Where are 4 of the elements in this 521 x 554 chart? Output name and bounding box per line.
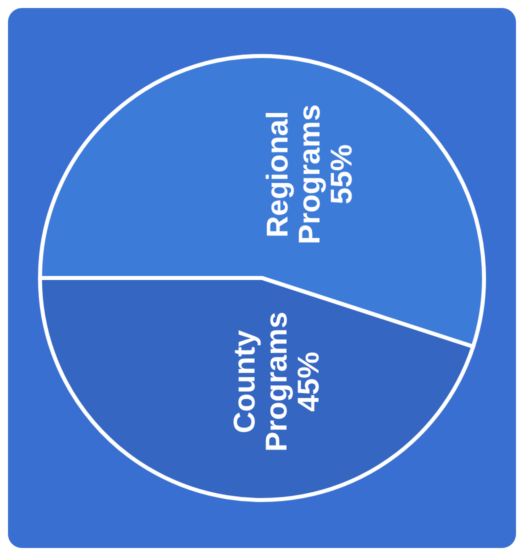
slice-label: Regional Programs: [261, 104, 326, 244]
slice-label: County Programs: [228, 312, 294, 452]
data-label: 45%: [292, 352, 326, 412]
data-label: 55%: [325, 144, 358, 204]
